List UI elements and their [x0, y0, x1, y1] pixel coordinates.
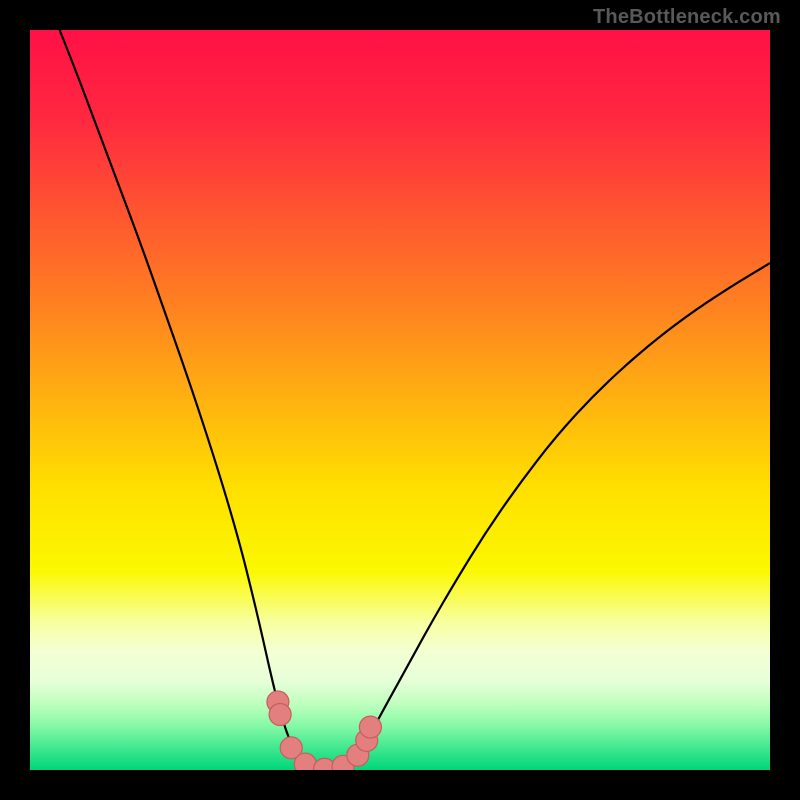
gradient-background: [30, 30, 770, 770]
chart-svg: [30, 30, 770, 770]
watermark-text: TheBottleneck.com: [593, 6, 781, 29]
plot-area: [30, 30, 770, 770]
marker-dot: [294, 753, 316, 770]
marker-dot: [269, 704, 291, 726]
marker-dot: [359, 716, 381, 738]
